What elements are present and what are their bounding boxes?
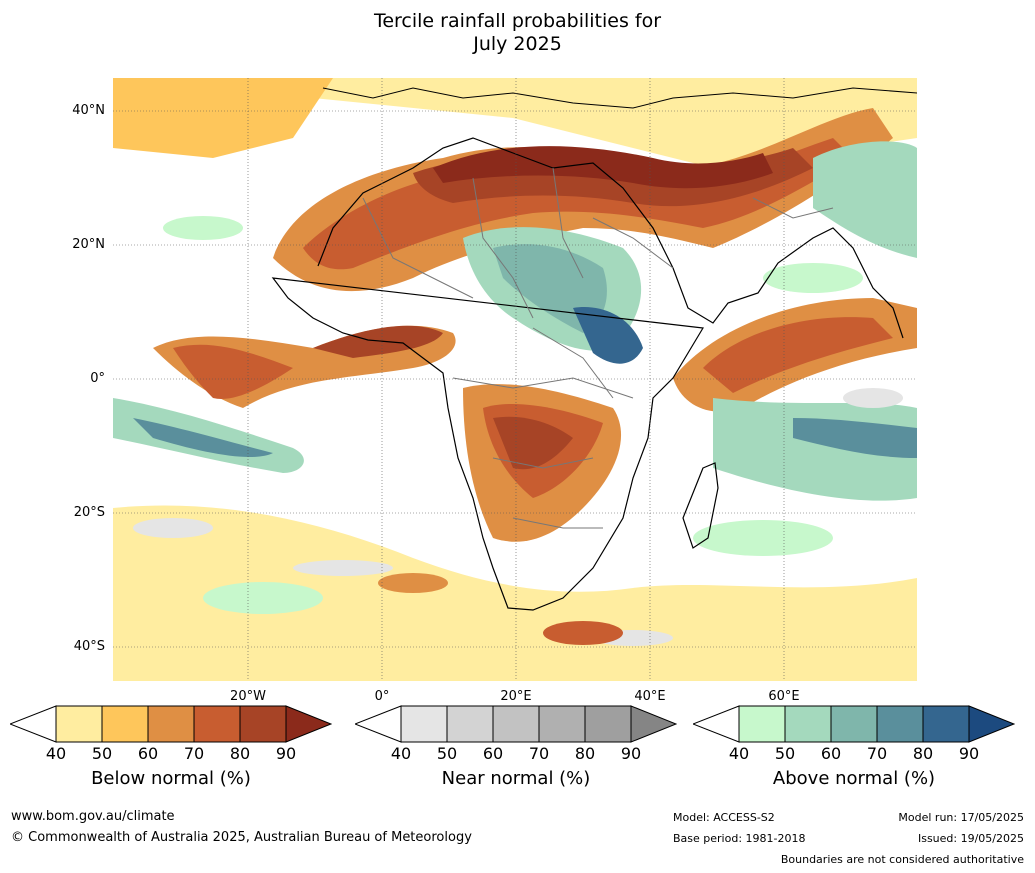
lon-label-60e: 60°E [768,689,800,704]
lon-label-20w: 20°W [230,689,266,704]
near-tick-90: 90 [620,744,642,763]
bom-website-link[interactable]: www.bom.gov.au/climate [11,809,175,824]
above-tick-60: 60 [820,744,842,763]
near-tick-60: 60 [482,744,504,763]
near-tick-70: 70 [528,744,550,763]
above-normal-title: Above normal (%) [772,768,936,789]
above-tick-70: 70 [866,744,888,763]
map-title: Tercile rainfall probabilities for July … [0,10,1035,56]
above-tick-50: 50 [774,744,796,763]
lon-label-20e: 20°E [500,689,532,704]
lat-label-40s: 40°S [73,639,105,654]
below-tick-80: 80 [229,744,251,763]
title-line-2: July 2025 [473,33,562,55]
below-tick-50: 50 [91,744,113,763]
issued-text: Issued: 19/05/2025 [917,832,1024,845]
near-tick-40: 40 [390,744,412,763]
below-tick-90: 90 [275,744,297,763]
below-tick-40: 40 [45,744,67,763]
copyright-text: © Commonwealth of Australia 2025, Austra… [11,830,472,845]
lat-label-20s: 20°S [73,505,105,520]
near-normal-title: Near normal (%) [441,768,591,789]
lat-label-0: 0° [90,371,105,386]
model-text: Model: ACCESS-S2 [673,811,775,824]
above-tick-90: 90 [958,744,980,763]
model-run-text: Model run: 17/05/2025 [898,811,1024,824]
disclaimer-text: Boundaries are not considered authoritat… [780,853,1024,866]
above-normal-colorbar [693,705,1015,743]
below-tick-60: 60 [137,744,159,763]
above-tick-40: 40 [728,744,750,763]
below-tick-70: 70 [183,744,205,763]
lon-label-40e: 40°E [634,689,666,704]
near-tick-50: 50 [436,744,458,763]
below-normal-colorbar [10,705,332,743]
title-line-1: Tercile rainfall probabilities for [373,10,662,32]
lat-label-20n: 20°N [72,237,105,252]
lat-label-40n: 40°N [72,103,105,118]
near-normal-colorbar [355,705,677,743]
above-tick-80: 80 [912,744,934,763]
lon-label-0: 0° [374,689,390,704]
near-tick-80: 80 [574,744,596,763]
base-period-text: Base period: 1981-2018 [673,832,806,845]
below-normal-title: Below normal (%) [91,768,251,789]
rainfall-probability-map [113,78,917,681]
